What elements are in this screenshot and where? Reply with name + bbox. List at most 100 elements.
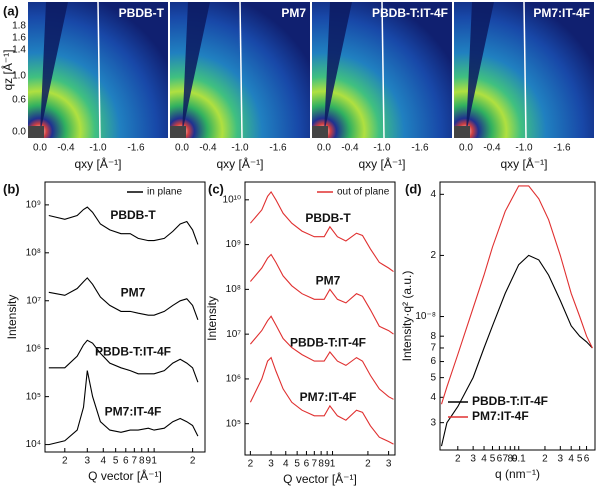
image-title: PBDB-T:IT-4F — [372, 6, 448, 20]
series-line — [48, 370, 199, 446]
series-line — [249, 356, 394, 445]
x-tick-label: -1.0 — [373, 143, 391, 154]
detector-gap — [97, 1, 101, 139]
x-tick-label: 5 — [490, 454, 496, 465]
y-tick-label: 1.8 — [12, 21, 26, 32]
x-tick-label: -1.6 — [553, 143, 571, 154]
beamstop — [454, 126, 470, 138]
x-tick-label: 2 — [542, 454, 548, 465]
x-tick-label: 8 — [139, 456, 145, 467]
curve-label: PBDB-T — [110, 208, 156, 222]
x-tick-label: -0.4 — [483, 143, 501, 154]
y-tick-label: 4 — [430, 392, 436, 403]
panel-label: (b) — [3, 181, 20, 196]
y-tick-label: 1.6 — [12, 33, 26, 44]
curve-label: PM7:IT-4F — [105, 404, 162, 418]
legend-label: PM7:IT-4F — [472, 409, 529, 423]
x-axis-label: qxy [Å⁻¹] — [216, 156, 263, 171]
x-tick-label: 9 — [512, 454, 518, 465]
missing-wedge — [324, 2, 352, 134]
y-tick-label: 8 — [430, 331, 436, 342]
y-tick-label: 3 — [430, 417, 436, 428]
x-tick-label: 0.1 — [512, 454, 526, 465]
panel-label: (d) — [405, 181, 422, 196]
detector-gap — [381, 1, 385, 139]
y-axis-label: Intensity·q² (a.u.) — [400, 271, 414, 362]
x-tick-label: 2 — [190, 456, 196, 467]
plot-frame — [44, 181, 206, 453]
curve-label: PBDB-T — [305, 211, 351, 225]
y-tick-label: 10⁹ — [226, 239, 241, 250]
y-tick-label: 10⁸ — [26, 247, 41, 258]
x-tick-label: -1.6 — [269, 143, 287, 154]
x-tick-label: 9 — [324, 459, 330, 470]
series-line — [249, 190, 394, 273]
x-axis-label: qxy [Å⁻¹] — [500, 156, 547, 171]
curve-label: PBDB-T:IT-4F — [290, 335, 366, 349]
image-title: PBDB-T — [119, 6, 165, 20]
plot-frame — [244, 181, 396, 456]
x-tick-label: 0.0 — [33, 143, 47, 154]
panel-label: (a) — [3, 3, 19, 18]
y-tick-label: 1.0 — [12, 71, 26, 82]
x-tick-label: 6 — [304, 459, 310, 470]
x-axis-label: Q vector [Å⁻¹] — [283, 471, 357, 486]
legend-label: out of plane — [337, 187, 390, 198]
x-tick-label: 4 — [568, 454, 574, 465]
x-tick-label: 5 — [577, 454, 583, 465]
x-tick-label: 3 — [558, 454, 564, 465]
y-tick-label: 10⁴ — [26, 439, 41, 450]
x-tick-label: 2 — [248, 459, 254, 470]
x-tick-label: 7 — [132, 456, 138, 467]
y-tick-label: 6 — [430, 356, 436, 367]
panel-label: (c) — [208, 181, 224, 196]
y-tick-label: 2 — [430, 250, 436, 261]
y-tick-label: 10⁷ — [26, 295, 41, 306]
y-tick-label: 0.6 — [12, 95, 26, 106]
x-axis-label: Q vector [Å⁻¹] — [88, 468, 162, 483]
beamstop — [28, 126, 44, 138]
x-tick-label: 1 — [151, 456, 157, 467]
x-axis-label: qxy [Å⁻¹] — [358, 156, 405, 171]
plot-frame — [439, 181, 596, 451]
missing-wedge — [466, 2, 494, 134]
detector-gap — [523, 1, 527, 139]
x-tick-label: -0.4 — [341, 143, 359, 154]
legend-label: in plane — [147, 187, 182, 198]
x-tick-label: 6 — [123, 456, 129, 467]
x-tick-label: 4 — [481, 454, 487, 465]
y-tick-label: 10⁹ — [26, 200, 41, 211]
x-axis-label: qxy [Å⁻¹] — [74, 156, 121, 171]
y-tick-label: 5 — [430, 372, 436, 383]
y-tick-label: 7 — [430, 343, 436, 354]
y-tick-label: 10⁸ — [226, 284, 241, 295]
x-tick-label: 4 — [283, 459, 289, 470]
series-line — [48, 206, 199, 245]
y-tick-label: 10⁶ — [26, 343, 41, 354]
x-tick-label: 6 — [497, 454, 503, 465]
x-tick-label: 7 — [502, 454, 508, 465]
series-line — [48, 277, 199, 320]
y-tick-label: 10⁻⁸ — [415, 311, 436, 322]
x-tick-label: -1.6 — [411, 143, 429, 154]
x-tick-label: 1 — [330, 459, 336, 470]
series-line — [48, 339, 199, 383]
x-tick-label: 5 — [294, 459, 300, 470]
curve-label: PM7 — [316, 273, 341, 287]
x-tick-label: 5 — [113, 456, 119, 467]
x-tick-label: 4 — [100, 456, 106, 467]
x-tick-label: 2 — [365, 459, 371, 470]
x-tick-label: 0.0 — [175, 143, 189, 154]
series-line — [440, 254, 593, 447]
y-tick-label: 10⁵ — [26, 391, 41, 402]
y-tick-label: 1.4 — [12, 45, 26, 56]
x-tick-label: 2 — [62, 456, 68, 467]
x-tick-label: 7 — [312, 459, 318, 470]
y-axis-label: Intensity — [5, 295, 19, 340]
x-tick-label: 3 — [85, 456, 91, 467]
x-tick-label: -1.0 — [89, 143, 107, 154]
x-tick-label: 9 — [146, 456, 152, 467]
curve-label: PBDB-T:IT-4F — [95, 345, 171, 359]
beamstop — [312, 126, 328, 138]
